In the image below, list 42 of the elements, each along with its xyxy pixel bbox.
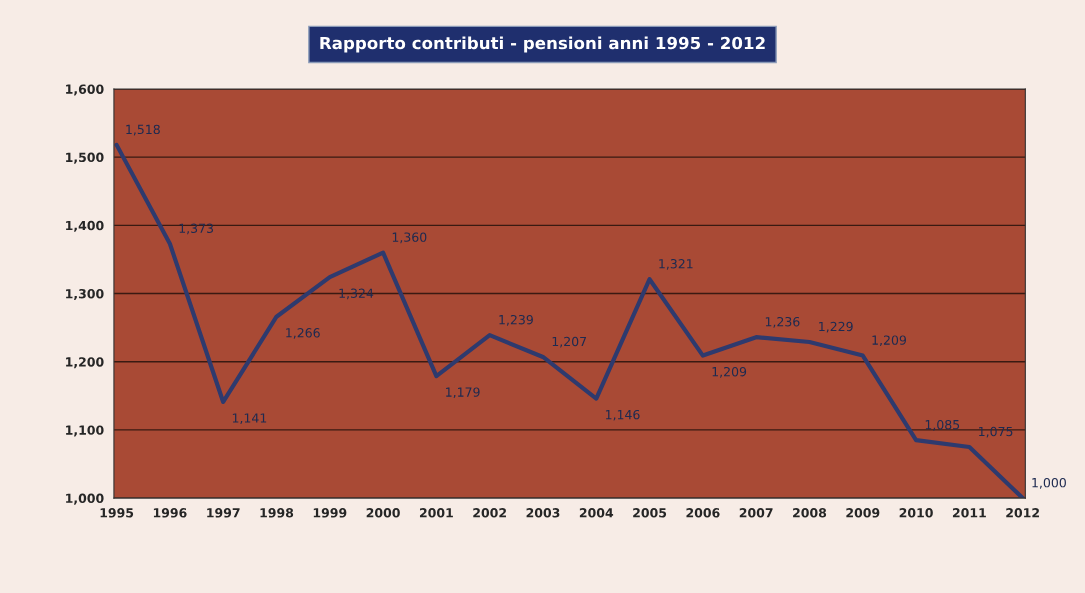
data-label: 1,209	[712, 366, 747, 378]
x-tick-label: 2004	[579, 508, 614, 518]
data-label: 1,321	[659, 259, 693, 270]
chart-title: Rapporto contributi - pensioni anni 1995 - 2012	[320, 36, 765, 53]
x-tick-label: 2012	[1006, 508, 1039, 518]
x-tick-label: 2009	[846, 508, 880, 518]
y-tick-label: 1,500	[66, 152, 104, 164]
data-label: 1,179	[446, 387, 480, 399]
data-label: 1,000	[1032, 477, 1066, 489]
x-tick-label: 1997	[207, 508, 240, 518]
data-label: 1,229	[819, 321, 853, 333]
y-tick-label: 1,600	[66, 84, 104, 96]
x-tick-label: 2000	[366, 508, 400, 518]
y-tick-label: 1,300	[66, 289, 104, 301]
data-label: 1,266	[286, 328, 320, 339]
y-tick-label: 1,200	[66, 357, 104, 369]
y-tick-label: 1,400	[66, 220, 104, 232]
x-tick-label: 1995	[100, 508, 134, 518]
data-label: 1,085	[925, 419, 960, 431]
x-tick-label: 2008	[793, 508, 827, 518]
data-label: 1,209	[872, 335, 906, 347]
data-label: 1,207	[552, 336, 587, 348]
x-tick-label: 2006	[686, 508, 720, 518]
y-tick-label: 1,100	[66, 425, 104, 437]
x-tick-label: 2010	[899, 508, 933, 518]
x-tick-label: 1999	[313, 508, 347, 518]
y-tick-label: 1,000	[66, 493, 104, 505]
data-label: 1,236	[765, 316, 800, 328]
x-tick-label: 2011	[952, 508, 986, 518]
x-tick-label: 1998	[260, 508, 294, 518]
data-label: 1,146	[605, 409, 640, 421]
x-tick-label: 2002	[473, 508, 506, 518]
data-label: 1,141	[232, 413, 267, 425]
x-tick-label: 2005	[633, 508, 667, 518]
x-tick-label: 1996	[153, 508, 187, 518]
data-label: 1,239	[499, 314, 533, 326]
x-tick-label: 2007	[739, 508, 773, 518]
data-label: 1,373	[179, 223, 213, 235]
x-tick-label: 2001	[419, 508, 453, 518]
x-tick-label: 2003	[526, 508, 560, 518]
data-label: 1,360	[392, 232, 427, 244]
data-label: 1,518	[126, 124, 160, 136]
